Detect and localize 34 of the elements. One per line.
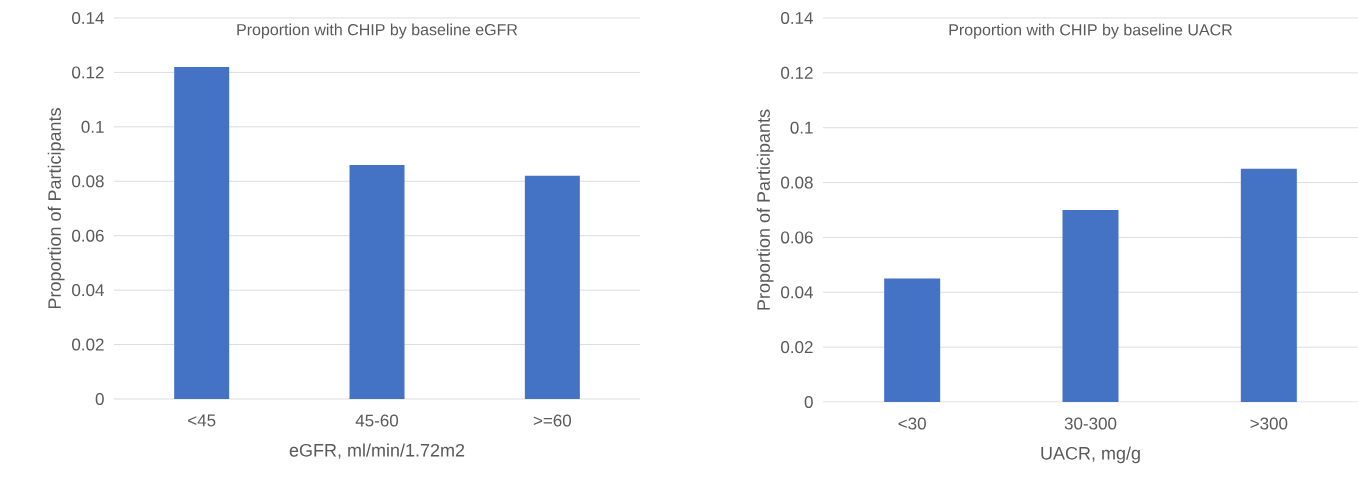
x-tick-label: >=60	[533, 414, 572, 427]
bar	[884, 278, 941, 402]
bar	[1240, 168, 1297, 402]
y-tick-label: 0	[95, 392, 104, 406]
bar	[524, 175, 580, 399]
bar	[1062, 209, 1119, 402]
y-tick-label: 0.12	[781, 66, 813, 79]
x-tick-label: <30	[898, 417, 926, 430]
x-tick-label: >300	[1250, 417, 1288, 430]
chart-title: Proportion with CHIP by baseline eGFR	[237, 23, 518, 39]
y-tick-label: 0.02	[781, 341, 813, 354]
bar	[349, 164, 405, 399]
y-tick-label: 0.06	[72, 229, 104, 242]
y-tick-label: 0.14	[72, 11, 104, 25]
bar	[174, 66, 230, 399]
y-axis-title: Proportion of Participants	[756, 109, 774, 310]
y-axis-title: Proportion of Participants	[47, 108, 65, 309]
y-tick-label: 0.1	[790, 121, 813, 134]
x-tick-label: 30-300	[1064, 417, 1117, 430]
y-tick-label: 0.02	[72, 338, 104, 351]
y-tick-label: 0.08	[72, 175, 104, 188]
y-tick-label: 0.14	[781, 11, 813, 25]
x-tick-label: 45-60	[355, 414, 399, 427]
y-tick-label: 0	[804, 395, 813, 409]
x-tick-label: <45	[188, 414, 216, 427]
x-axis-title: UACR, mg/g	[1041, 446, 1140, 464]
x-axis-title: eGFR, ml/min/1.72m2	[289, 443, 465, 459]
y-tick-label: 0.04	[781, 286, 813, 299]
y-tick-label: 0.1	[81, 120, 104, 133]
y-tick-label: 0.04	[72, 284, 104, 297]
y-tick-label: 0.12	[72, 66, 104, 79]
y-tick-label: 0.06	[781, 231, 813, 244]
chart-title: Proportion with CHIP by baseline UACR	[949, 23, 1232, 39]
y-tick-label: 0.08	[781, 176, 813, 189]
